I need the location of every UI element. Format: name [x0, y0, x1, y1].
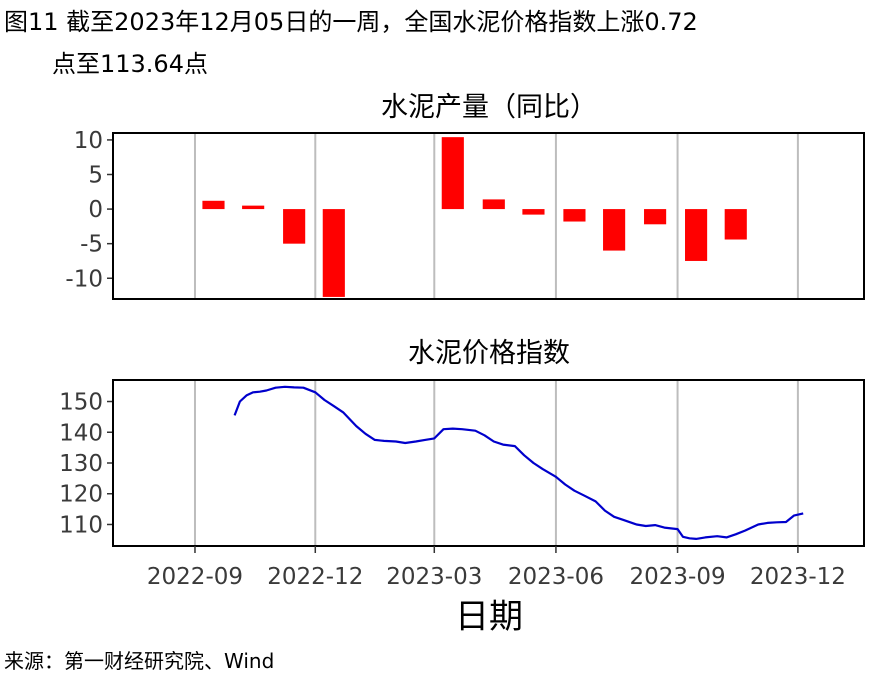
bar-2022-09	[202, 200, 225, 210]
line-grid	[193, 380, 799, 546]
x-tick-label: 2022-12	[267, 564, 363, 590]
bar-2023-06	[563, 209, 586, 222]
bar-y-tick-label: -5	[80, 232, 103, 258]
line-y-tick-label: 110	[59, 512, 103, 538]
bar-2023-05	[522, 209, 545, 215]
bar-y-tick-label: 5	[88, 163, 103, 189]
bar-grid	[193, 133, 799, 299]
x-axis: 2022-09 2022-12 2023-03 2023-06 2023-09 2023-…	[147, 546, 846, 590]
price-index-line	[233, 385, 804, 540]
bar-y-axis: 10 5 0 -5 -10	[65, 128, 113, 292]
line-y-axis: 150 140 130 120 110	[59, 390, 113, 538]
x-tick-label: 2023-06	[508, 564, 604, 590]
figure-title-line-2: 点至113.64点	[52, 50, 208, 78]
bar-y-tick-label: 0	[88, 197, 103, 223]
x-tick-label: 2023-03	[386, 564, 482, 590]
line-y-tick-label: 140	[59, 420, 103, 446]
line-panel-title: 水泥价格指数	[408, 338, 570, 369]
bar-panel-title: 水泥产量（同比）	[381, 92, 597, 123]
bar-2022-11	[283, 209, 306, 244]
bar-series	[202, 137, 747, 297]
figure-title-line-1: 图11 截至2023年12月05日的一周，全国水泥价格指数上涨0.72	[4, 8, 698, 36]
x-tick-label: 2022-09	[147, 564, 243, 590]
source-note: 来源：第一财经研究院、Wind	[4, 649, 275, 673]
bar-2022-10	[242, 205, 265, 210]
bar-2023-04	[482, 199, 505, 210]
bar-2023-08	[644, 209, 667, 225]
line-panel-frame	[112, 379, 865, 547]
bar-2023-09	[685, 209, 708, 261]
bar-y-tick-label: 10	[74, 128, 103, 154]
x-tick-label: 2023-09	[630, 564, 726, 590]
line-y-tick-label: 150	[59, 390, 103, 416]
bar-y-tick-label: -10	[65, 266, 103, 292]
bar-2022-12	[322, 209, 345, 297]
x-tick-label: 2023-12	[750, 564, 846, 590]
bar-2023-03	[441, 137, 464, 210]
bar-2023-10	[724, 209, 747, 240]
bar-2023-07	[603, 209, 626, 251]
bar-panel-frame	[112, 132, 865, 300]
x-axis-title: 日期	[455, 597, 523, 637]
line-y-tick-label: 120	[59, 482, 103, 508]
line-y-tick-label: 130	[59, 451, 103, 477]
